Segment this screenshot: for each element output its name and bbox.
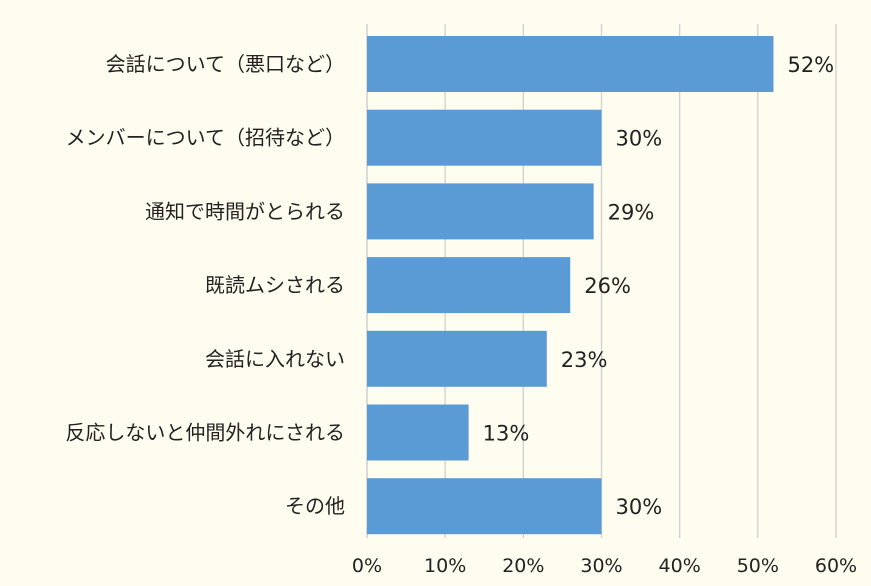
data-label: 23%: [561, 348, 608, 372]
x-tick-label: 50%: [737, 555, 779, 577]
data-labels: 52% 30% 29% 26% 23% 13% 30%: [483, 53, 835, 519]
category-label: 反応しないと仲間外れにされる: [65, 421, 345, 445]
data-label: 26%: [584, 274, 631, 298]
bars: [367, 36, 774, 535]
x-tick-label: 10%: [424, 555, 466, 577]
category-label: 通知で時間がとられる: [145, 199, 345, 223]
bar: [367, 109, 602, 166]
data-label: 29%: [608, 200, 655, 224]
category-labels: 会話について（悪口など） メンバーについて（招待など） 通知で時間がとられる既読ムシ…: [65, 52, 345, 518]
data-label: 52%: [787, 53, 834, 77]
bar: [367, 478, 602, 535]
data-label: 30%: [616, 495, 663, 519]
bar: [367, 257, 571, 314]
category-label: 既読ムシされる: [205, 273, 345, 297]
bar: [367, 183, 594, 240]
data-label: 30%: [616, 127, 663, 151]
bar: [367, 36, 774, 92]
x-tick-label: 40%: [659, 555, 701, 577]
x-tick-label: 30%: [580, 555, 622, 577]
category-label: その他: [285, 494, 345, 518]
category-label: 会話について（悪口など）: [106, 52, 345, 76]
x-tick-label: 0%: [352, 555, 382, 577]
category-label: 会話に入れない: [205, 347, 345, 371]
bar: [367, 404, 469, 461]
x-tick-label: 20%: [502, 555, 544, 577]
x-tick-label: 60%: [815, 555, 857, 577]
bar: [367, 330, 547, 387]
category-label: メンバーについて（招待など）: [66, 126, 345, 150]
x-axis-tick-labels: 0% 10% 20% 30% 40% 50% 60%: [352, 555, 857, 577]
data-label: 13%: [483, 422, 530, 446]
